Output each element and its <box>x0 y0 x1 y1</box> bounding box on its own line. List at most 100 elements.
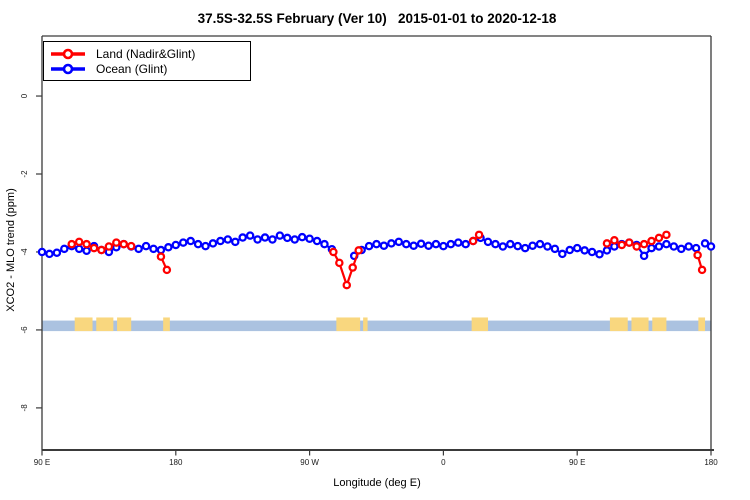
surface-strip-land <box>117 317 132 332</box>
legend-item-land: Land (Nadir&Glint) <box>49 46 244 61</box>
series-ocean-point <box>647 243 656 253</box>
series-ocean-point <box>662 239 671 249</box>
legend-sample-icon <box>51 48 85 59</box>
series-land-point <box>693 250 702 260</box>
y-axis-title: XCO2 - MLO trend (ppm) <box>5 188 17 312</box>
series-ocean-point <box>409 241 418 250</box>
series-ocean-point <box>201 241 210 251</box>
legend-item-ocean: Ocean (Glint) <box>49 61 244 76</box>
series-ocean-point <box>52 248 62 257</box>
series-ocean-point <box>587 247 597 257</box>
series-ocean-point <box>164 243 173 252</box>
y-tick-label: -4 <box>20 248 29 256</box>
series-land-point <box>602 239 612 248</box>
x-axis-title: Longitude (deg E) <box>333 477 421 489</box>
series-ocean-point <box>543 242 552 251</box>
series-ocean-point <box>364 241 374 251</box>
series-ocean-point <box>677 244 686 254</box>
series-ocean-point <box>491 239 500 249</box>
series-ocean-point <box>602 246 612 255</box>
series-ocean-point <box>178 238 188 247</box>
series-land-point <box>74 237 84 247</box>
series-land-point <box>82 239 91 249</box>
series-ocean-point <box>654 242 664 251</box>
x-tick-label: 180 <box>169 458 183 467</box>
series-ocean-point <box>572 243 582 253</box>
series-ocean-point <box>379 241 389 250</box>
series-land-point <box>654 233 664 243</box>
series-land-point <box>342 280 352 290</box>
series-ocean-point <box>312 236 322 246</box>
series-land-point <box>126 241 136 251</box>
series-land-point <box>104 242 114 251</box>
series-ocean-point <box>320 239 329 249</box>
series-ocean-point <box>253 235 262 244</box>
series-ocean-point <box>193 239 203 249</box>
series-land-point <box>335 258 344 268</box>
series-ocean-point <box>595 250 604 259</box>
series-ocean-point <box>245 231 255 240</box>
series-ocean-point <box>498 242 508 251</box>
surface-strip-land <box>163 317 170 332</box>
surface-strip-land <box>96 317 114 332</box>
series-ocean-point <box>535 239 545 249</box>
series-ocean-point <box>387 239 396 248</box>
series-ocean-point <box>446 239 456 249</box>
series-ocean-point <box>305 234 314 243</box>
series-ocean-point <box>513 241 522 251</box>
series-land-point <box>624 238 634 247</box>
series-land-point <box>97 245 106 255</box>
series-ocean-point <box>706 242 716 251</box>
legend-sample-icon <box>51 63 85 74</box>
series-land-point <box>697 265 707 275</box>
surface-strip-land <box>471 317 488 332</box>
series-ocean-point <box>171 240 181 250</box>
legend-label: Land (Nadir&Glint) <box>96 46 196 61</box>
series-ocean-point <box>45 249 54 259</box>
series-land-point <box>662 230 671 240</box>
series-land-point <box>156 252 166 261</box>
series-ocean-point <box>684 242 693 251</box>
series-ocean-point <box>416 239 426 249</box>
series-ocean-point <box>483 237 493 247</box>
series-ocean-point <box>669 242 679 251</box>
series-ocean-point <box>134 244 143 254</box>
series-ocean-point <box>454 238 463 247</box>
x-tick-label: 180 <box>704 458 718 467</box>
y-tick-label: 0 <box>20 93 29 98</box>
series-ocean-point <box>74 244 84 254</box>
surface-strip-land <box>74 317 93 332</box>
series-ocean-point <box>260 233 270 242</box>
x-tick-label: 0 <box>441 458 446 467</box>
series-ocean-point <box>558 249 567 259</box>
series-ocean-point <box>691 243 701 253</box>
series-land-point <box>329 247 338 257</box>
series-ocean-point <box>37 247 47 257</box>
series-ocean-point <box>394 237 404 247</box>
surface-strip-land <box>363 317 368 332</box>
surface-strip-land <box>652 317 667 332</box>
series-ocean-point <box>82 246 91 256</box>
series-ocean-point <box>580 246 589 255</box>
series-ocean-point <box>439 241 448 251</box>
series-ocean-point <box>186 236 195 246</box>
legend-label: Ocean (Glint) <box>96 61 168 76</box>
series-ocean-point <box>461 239 470 249</box>
series-ocean-point <box>528 241 537 250</box>
surface-strip-ocean <box>42 320 711 332</box>
series-ocean-point <box>223 235 233 244</box>
series-land-point <box>67 239 76 249</box>
series-ocean-point <box>238 233 247 242</box>
series-ocean-point <box>431 239 441 249</box>
series-land-point <box>632 242 641 251</box>
x-tick-label: 90 W <box>300 458 319 467</box>
y-tick-label: -8 <box>20 404 29 412</box>
series-land-point <box>348 263 357 272</box>
series-ocean-point <box>372 239 381 249</box>
series-ocean-point <box>208 239 218 248</box>
series-ocean-point <box>290 235 299 244</box>
x-tick-label: 90 E <box>34 458 50 467</box>
y-tick-label: -2 <box>20 170 29 178</box>
series-ocean-point <box>401 239 411 249</box>
